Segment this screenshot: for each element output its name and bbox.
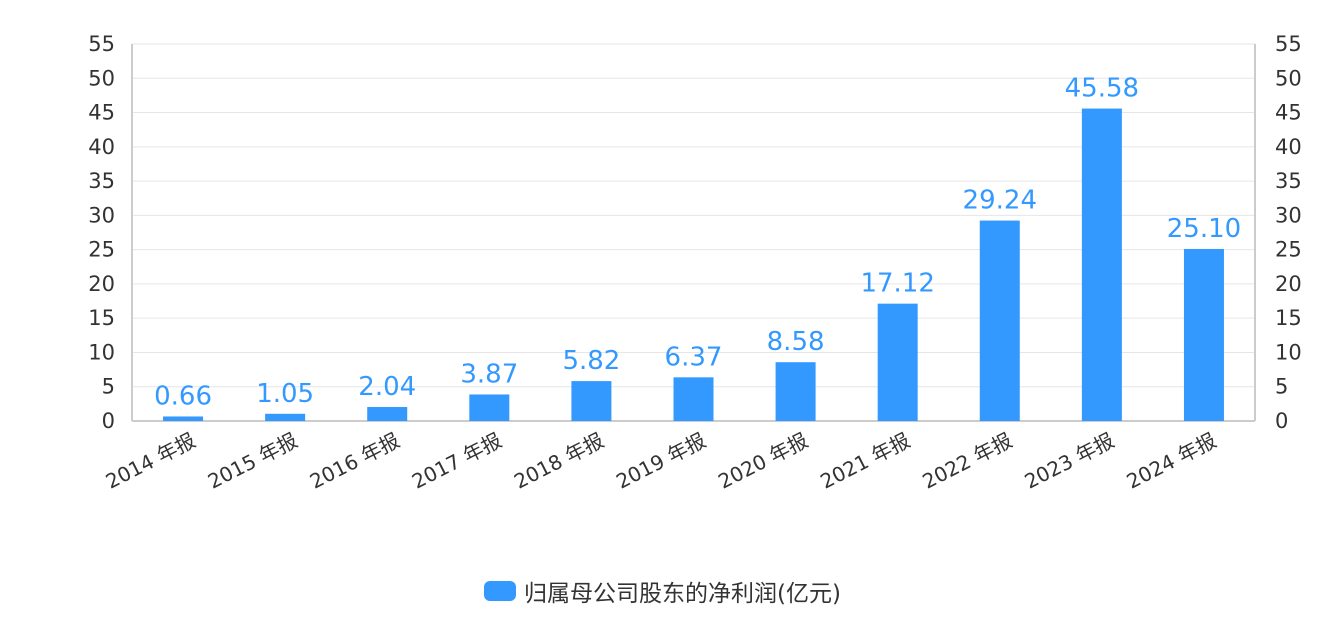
- data-label: 1.05: [256, 379, 314, 409]
- bar: [469, 394, 510, 421]
- bar: [571, 381, 612, 421]
- data-label: 3.87: [460, 359, 518, 389]
- data-label: 2.04: [358, 372, 416, 402]
- legend-label: 归属母公司股东的净利润(亿元): [524, 581, 841, 607]
- x-tick-label: 2024 年报: [1123, 428, 1221, 494]
- bar: [979, 220, 1020, 421]
- y-tick-label-left: 50: [88, 66, 115, 90]
- bar: [673, 377, 714, 421]
- bar: [265, 413, 306, 421]
- bar: [1081, 108, 1122, 421]
- x-tick-label: 2018 年报: [510, 428, 608, 494]
- y-tick-label-left: 0: [102, 409, 115, 433]
- bar: [367, 407, 408, 421]
- y-tick-label-left: 55: [88, 32, 115, 56]
- x-tick-label: 2022 年报: [918, 428, 1016, 494]
- y-tick-label-right: 15: [1275, 306, 1302, 330]
- data-label: 45.58: [1065, 74, 1139, 104]
- y-tick-label-left: 5: [102, 375, 115, 399]
- y-tick-label-right: 10: [1275, 340, 1302, 364]
- x-tick-label: 2020 年报: [714, 428, 812, 494]
- x-tick-label: 2021 年报: [816, 428, 914, 494]
- y-tick-label-right: 5: [1275, 375, 1288, 399]
- y-tick-label-right: 50: [1275, 66, 1302, 90]
- data-label: 8.58: [767, 327, 825, 357]
- x-tick-label: 2017 年报: [408, 428, 506, 494]
- data-label: 6.37: [665, 342, 723, 372]
- y-tick-label-right: 30: [1275, 203, 1302, 227]
- x-tick-label: 2016 年报: [306, 428, 404, 494]
- data-label: 17.12: [860, 269, 934, 299]
- y-tick-label-right: 35: [1275, 169, 1302, 193]
- y-tick-label-right: 25: [1275, 238, 1302, 262]
- x-tick-label: 2015 年报: [204, 428, 302, 494]
- legend-swatch: [484, 581, 517, 601]
- x-tick-label: 2023 年报: [1021, 428, 1119, 494]
- bar: [775, 362, 816, 421]
- data-label: 25.10: [1167, 214, 1241, 244]
- y-tick-label-right: 20: [1275, 272, 1302, 296]
- bar: [163, 416, 204, 421]
- y-tick-label-left: 40: [88, 135, 115, 159]
- data-label: 5.82: [562, 346, 620, 376]
- y-tick-label-left: 10: [88, 340, 115, 364]
- y-tick-label-left: 30: [88, 203, 115, 227]
- y-tick-label-right: 0: [1275, 409, 1288, 433]
- y-tick-label-left: 45: [88, 101, 115, 125]
- data-label: 0.66: [154, 381, 212, 411]
- bar: [877, 303, 918, 421]
- y-tick-label-right: 55: [1275, 32, 1302, 56]
- bar: [1183, 248, 1224, 421]
- y-tick-label-left: 35: [88, 169, 115, 193]
- y-tick-label-left: 20: [88, 272, 115, 296]
- x-tick-label: 2019 年报: [612, 428, 710, 494]
- y-tick-label-left: 25: [88, 238, 115, 262]
- y-tick-label-right: 45: [1275, 101, 1302, 125]
- data-label: 29.24: [963, 186, 1037, 216]
- legend[interactable]: 归属母公司股东的净利润(亿元): [0, 574, 1325, 608]
- y-tick-label-right: 40: [1275, 135, 1302, 159]
- x-tick-label: 2014 年报: [102, 428, 200, 494]
- y-tick-label-left: 15: [88, 306, 115, 330]
